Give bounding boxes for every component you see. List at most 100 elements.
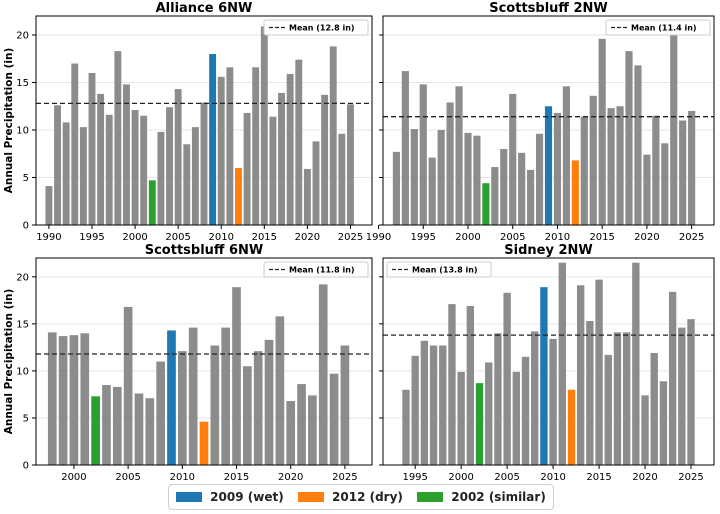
bar-2004 bbox=[166, 107, 173, 225]
bar-2017 bbox=[278, 92, 285, 225]
bar-1998 bbox=[446, 102, 454, 225]
mean-legend: Mean (11.4 in) bbox=[605, 19, 711, 36]
mean-legend-box bbox=[605, 19, 711, 36]
bar-1994 bbox=[79, 127, 87, 225]
bar-1999 bbox=[123, 84, 130, 226]
bar-2015 bbox=[598, 38, 606, 225]
x-tick-label: 2015 bbox=[224, 472, 249, 482]
bar-1998 bbox=[439, 345, 447, 465]
bar-2024 bbox=[338, 133, 346, 225]
bar-2009 bbox=[540, 287, 548, 465]
bar-2000 bbox=[131, 110, 139, 225]
bar-2025 bbox=[687, 319, 695, 465]
bar-2019 bbox=[295, 59, 303, 226]
x-tick-label: 2025 bbox=[338, 232, 363, 243]
x-tick-label: 2005 bbox=[500, 232, 525, 243]
y-axis-label: Annual Precipitation (in) bbox=[3, 289, 15, 435]
x-tick-label: 2020 bbox=[632, 472, 657, 482]
bar-2019 bbox=[634, 65, 642, 226]
bar-1995 bbox=[411, 355, 419, 465]
bar-2018 bbox=[622, 332, 631, 465]
bar-2014 bbox=[252, 67, 260, 225]
bar-2005 bbox=[123, 306, 133, 465]
bar-1997 bbox=[437, 130, 445, 225]
bar-2022 bbox=[321, 94, 329, 225]
bar-1990 bbox=[45, 186, 53, 225]
bar-2018 bbox=[264, 339, 274, 465]
bar-2007 bbox=[191, 127, 199, 225]
mean-legend-label: Mean (11.4 in) bbox=[631, 24, 697, 33]
y-tick-label: 0 bbox=[23, 461, 29, 472]
bar-2006 bbox=[183, 144, 191, 225]
bar-2007 bbox=[145, 398, 155, 465]
bar-2006 bbox=[512, 371, 520, 465]
bar-2013 bbox=[577, 285, 585, 465]
bar-2003 bbox=[491, 167, 499, 225]
chart-panel-4: 1995 2000 2005 2010 2015 2020 2025 Sidney 2NW Me… bbox=[379, 243, 715, 483]
chart-title: Alliance 6NW bbox=[156, 1, 253, 16]
bar-2010 bbox=[549, 338, 557, 465]
x-tick-label: 2010 bbox=[545, 232, 570, 243]
bar-2001 bbox=[466, 305, 475, 465]
x-tick-label: 2025 bbox=[678, 472, 703, 482]
bar-2013 bbox=[243, 112, 251, 225]
bar-2007 bbox=[527, 169, 535, 225]
x-tick-label: 1995 bbox=[411, 232, 436, 243]
bar-2012 bbox=[199, 421, 209, 465]
bar-1991 bbox=[54, 105, 61, 225]
bar-2015 bbox=[232, 287, 241, 465]
bar-2000 bbox=[457, 371, 465, 465]
y-tick-label: 15 bbox=[16, 78, 29, 89]
bar-2016 bbox=[604, 354, 612, 465]
bar-2014 bbox=[221, 327, 231, 465]
legend-swatch-wet bbox=[176, 492, 203, 502]
bar-2001 bbox=[80, 333, 90, 465]
bar-2025 bbox=[347, 104, 354, 225]
x-tick-label: 2015 bbox=[586, 472, 611, 482]
mean-legend-label: Mean (13.8 in) bbox=[412, 266, 478, 275]
bar-1996 bbox=[428, 157, 436, 225]
bar-2014 bbox=[589, 95, 597, 225]
legend-item-wet: 2009 (wet) bbox=[176, 490, 284, 504]
x-tick-label: 2005 bbox=[165, 232, 190, 243]
bar-1999 bbox=[58, 336, 68, 465]
y-tick-label: 10 bbox=[16, 126, 29, 137]
chart-title: Sidney 2NW bbox=[504, 243, 592, 258]
bar-2008 bbox=[531, 331, 539, 465]
legend-item-similar: 2002 (similar) bbox=[417, 490, 546, 504]
x-tick-label: 2025 bbox=[332, 472, 357, 482]
legend-label-wet: 2009 (wet) bbox=[210, 490, 284, 504]
bar-2006 bbox=[518, 152, 526, 225]
bar-2021 bbox=[312, 141, 320, 225]
bar-2011 bbox=[188, 327, 198, 465]
y-tick-label: 5 bbox=[23, 413, 29, 424]
bar-2023 bbox=[668, 291, 677, 465]
bar-2009 bbox=[544, 106, 553, 225]
bar-2008 bbox=[200, 102, 208, 225]
x-tick-label: 1990 bbox=[366, 232, 391, 243]
mean-legend-box bbox=[263, 19, 369, 36]
bar-2004 bbox=[112, 386, 122, 465]
bar-1999 bbox=[448, 304, 456, 465]
y-tick-label: 20 bbox=[16, 31, 29, 42]
bar-2002 bbox=[482, 183, 490, 225]
bar-2002 bbox=[475, 383, 484, 465]
chart-title: Scottsbluff 2NW bbox=[489, 1, 608, 16]
bar-2000 bbox=[464, 132, 472, 225]
bar-2007 bbox=[521, 356, 530, 465]
bar-2005 bbox=[503, 292, 511, 465]
x-tick-label: 2015 bbox=[252, 232, 277, 243]
bar-2012 bbox=[571, 160, 579, 225]
bar-2022 bbox=[661, 143, 669, 225]
x-tick-label: 2005 bbox=[115, 472, 140, 482]
bar-1998 bbox=[114, 51, 122, 226]
bar-2020 bbox=[286, 401, 296, 465]
x-tick-label: 2020 bbox=[634, 232, 659, 243]
bar-2004 bbox=[500, 149, 508, 225]
legend-swatch-similar bbox=[417, 492, 444, 502]
bar-2020 bbox=[303, 168, 311, 225]
bar-2019 bbox=[275, 316, 285, 465]
bar-2024 bbox=[679, 120, 687, 225]
mean-legend: Mean (13.8 in) bbox=[386, 261, 492, 278]
